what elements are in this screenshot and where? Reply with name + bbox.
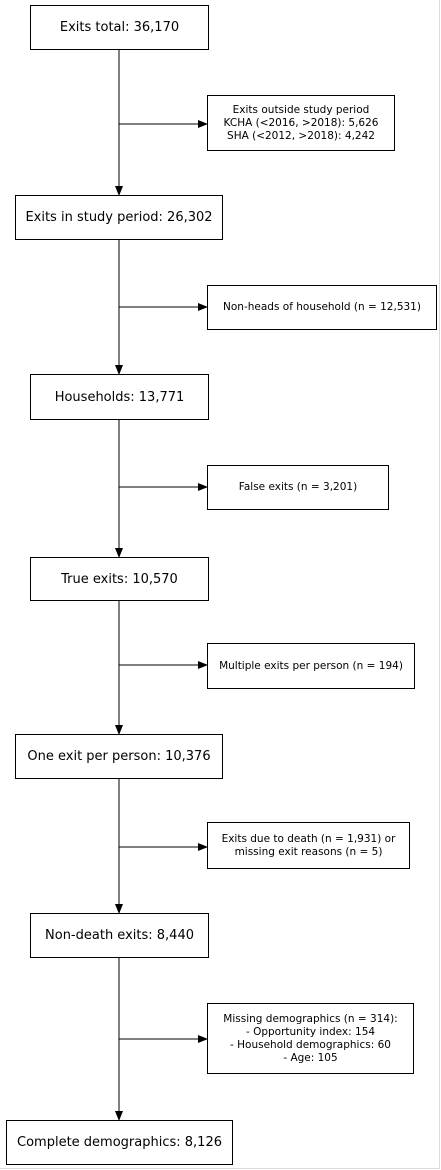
- box-non-death-exits: Non-death exits: 8,440: [30, 913, 209, 958]
- side-line: - Age: 105: [283, 1051, 338, 1064]
- side-box-false-exits: False exits (n = 3,201): [207, 465, 389, 510]
- side-line: - Household demographics: 60: [230, 1038, 391, 1051]
- box-true-exits: True exits: 10,570: [30, 557, 209, 601]
- box-exits-total: Exits total: 36,170: [30, 5, 209, 50]
- side-box-non-heads: Non-heads of household (n = 12,531): [207, 285, 437, 330]
- side-line: Exits outside study period: [232, 103, 370, 116]
- side-box-death-missing: Exits due to death (n = 1,931) or missin…: [207, 822, 410, 869]
- side-line: KCHA (<2016, >2018): 5,626: [223, 116, 379, 129]
- side-box-outside-study-period: Exits outside study period KCHA (<2016, …: [207, 95, 395, 151]
- side-line: SHA (<2012, >2018): 4,242: [227, 129, 375, 142]
- box-complete-demographics: Complete demographics: 8,126: [6, 1120, 233, 1165]
- side-line: - Opportunity index: 154: [245, 1025, 376, 1038]
- box-households: Households: 13,771: [30, 374, 209, 420]
- side-line: Missing demographics (n = 314):: [223, 1012, 398, 1025]
- side-box-missing-demographics: Missing demographics (n = 314): - Opport…: [207, 1003, 414, 1074]
- box-exits-study-period: Exits in study period: 26,302: [15, 195, 223, 240]
- box-one-exit-per-person: One exit per person: 10,376: [15, 734, 223, 779]
- side-box-multiple-exits: Multiple exits per person (n = 194): [207, 643, 415, 689]
- side-line: False exits (n = 3,201): [238, 481, 358, 493]
- side-line: Non-heads of household (n = 12,531): [223, 301, 421, 313]
- side-line: Multiple exits per person (n = 194): [219, 659, 403, 672]
- side-line: Exits due to death (n = 1,931) or: [221, 832, 396, 845]
- side-line: missing exit reasons (n = 5): [234, 845, 383, 858]
